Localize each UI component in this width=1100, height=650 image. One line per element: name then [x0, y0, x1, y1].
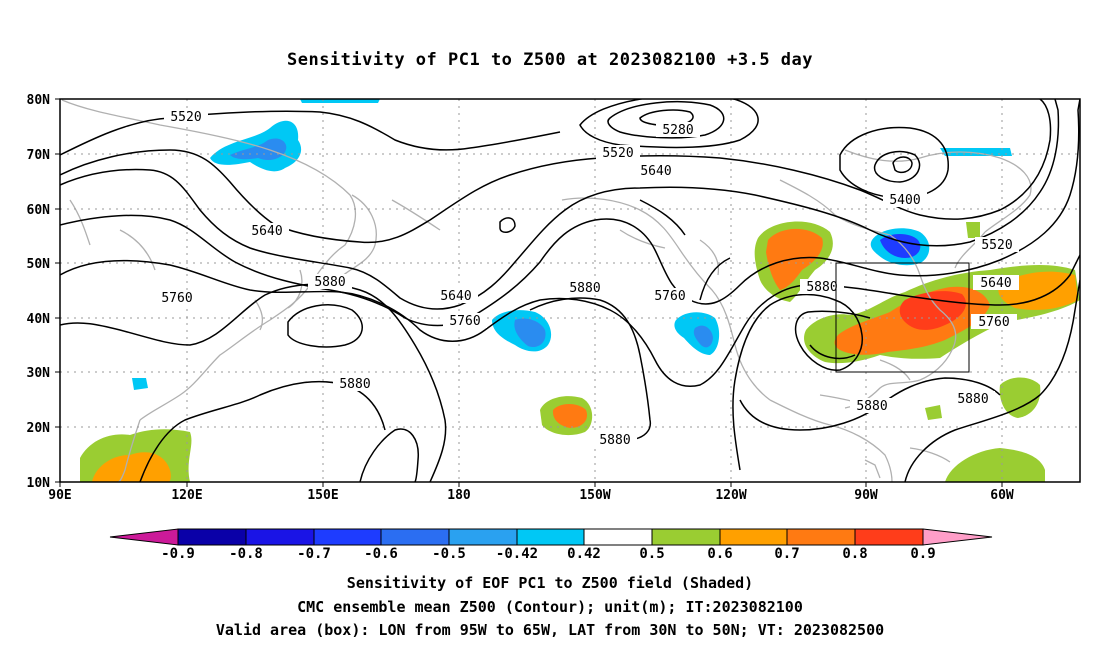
neg-area-arctic-top	[300, 99, 380, 103]
contour-label: 5760	[654, 289, 685, 304]
lat-label: 40N	[27, 312, 51, 327]
graticule	[60, 99, 1080, 482]
colorbar-swatch	[448, 528, 518, 546]
pos-area-caribbean	[945, 448, 1045, 482]
contour-label: 5400	[889, 193, 920, 208]
lon-label: 120E	[171, 488, 202, 503]
pos-area-asia-inner	[92, 452, 171, 482]
contour-label: 5760	[161, 291, 192, 306]
colorbar-label: -0.42	[496, 546, 538, 562]
caption-valid-area: Valid area (box): LON from 95W to 65W, L…	[215, 621, 885, 639]
pos-area-pacific-inner	[552, 404, 588, 428]
neg-area-siberia-core	[230, 138, 287, 160]
colorbar-label: -0.7	[297, 546, 331, 562]
colorbar-label: -0.6	[364, 546, 398, 562]
neg-area-small-1	[132, 378, 148, 390]
contour-label: 5880	[339, 377, 370, 392]
colorbar-label: 0.5	[639, 546, 664, 562]
colorbar-label: 0.42	[567, 546, 601, 562]
axis-ticks	[55, 98, 1003, 487]
colorbar-label: 0.8	[842, 546, 867, 562]
colorbar-swatch	[245, 528, 315, 546]
contour-label: 5880	[569, 281, 600, 296]
colorbar-swatch	[313, 528, 382, 546]
pos-area-atl-small	[999, 377, 1041, 418]
contour-label: 5760	[978, 315, 1009, 330]
colorbar-below-triangle	[109, 528, 179, 546]
colorbar	[109, 528, 993, 546]
contour-label: 5880	[314, 275, 345, 290]
colorbar-swatch	[854, 528, 924, 546]
neg-area-hudson-core	[880, 234, 921, 258]
neg-area-pacific-a-core	[514, 318, 546, 348]
colorbar-swatch	[516, 528, 585, 546]
valid-area-box	[835, 262, 970, 373]
contour-label: 5520	[602, 146, 633, 161]
colorbar-swatch	[380, 528, 450, 546]
contour-label: 5640	[251, 224, 282, 239]
lon-label: 90W	[854, 488, 878, 503]
pos-area-small-b	[966, 222, 980, 238]
pos-area-small-a	[925, 405, 942, 420]
latitude-labels: 80N 70N 60N 50N 40N 30N 20N 10N	[27, 93, 51, 491]
colorbar-label: 0.6	[707, 546, 732, 562]
contour-label: 5880	[856, 399, 887, 414]
lon-label: 120W	[715, 488, 746, 503]
colorbar-labels: -0.9 -0.8 -0.7 -0.6 -0.5 -0.42 0.42 0.5 …	[161, 546, 936, 562]
colorbar-label: -0.5	[432, 546, 466, 562]
lat-label: 30N	[27, 366, 51, 381]
contour-label: 5520	[981, 238, 1012, 253]
caption-shading: Sensitivity of EOF PC1 to Z500 field (Sh…	[346, 574, 754, 592]
contour-label: 5880	[599, 433, 630, 448]
colorbar-above-triangle	[922, 528, 993, 546]
colorbar-label: -0.9	[161, 546, 195, 562]
map-frame	[59, 98, 1081, 483]
pos-area-na-west-inner	[766, 228, 823, 290]
contour-label: 5640	[440, 289, 471, 304]
lat-label: 80N	[27, 93, 51, 108]
lon-label: 180	[447, 488, 471, 503]
lat-label: 10N	[27, 476, 51, 491]
colorbar-swatch	[177, 528, 247, 546]
map-title: Sensitivity of PC1 to Z500 at 2023082100…	[286, 50, 813, 70]
lon-label: 60W	[990, 488, 1014, 503]
colorbar-swatch	[786, 528, 856, 546]
lon-label: 90E	[48, 488, 71, 503]
neg-area-pacific-b-core	[693, 325, 713, 348]
contour-label: 5880	[806, 280, 837, 295]
contour-label: 5640	[980, 276, 1011, 291]
colorbar-swatch	[583, 528, 653, 546]
lon-label: 150E	[307, 488, 338, 503]
contour-label: 5760	[449, 314, 480, 329]
colorbar-swatch	[719, 528, 788, 546]
lat-label: 50N	[27, 257, 51, 272]
contour-label: 5880	[957, 392, 988, 407]
colorbar-label: -0.8	[229, 546, 263, 562]
caption-contour: CMC ensemble mean Z500 (Contour); unit(m…	[297, 598, 803, 616]
lon-label: 150W	[579, 488, 610, 503]
lat-label: 60N	[27, 203, 51, 218]
colorbar-label: 0.9	[910, 546, 935, 562]
contour-label: 5280	[662, 123, 693, 138]
contour-label-group: 5520 5280 5520 5640 5400 5640 5520 5760 …	[155, 109, 1019, 448]
contour-label: 5520	[170, 110, 201, 125]
lat-label: 20N	[27, 421, 51, 436]
contour-label: 5640	[640, 164, 671, 179]
longitude-labels: 90E 120E 150E 180 150W 120W 90W 60W	[48, 488, 1014, 503]
lat-label: 70N	[27, 148, 51, 163]
colorbar-swatch	[651, 528, 721, 546]
colorbar-label: 0.7	[774, 546, 799, 562]
